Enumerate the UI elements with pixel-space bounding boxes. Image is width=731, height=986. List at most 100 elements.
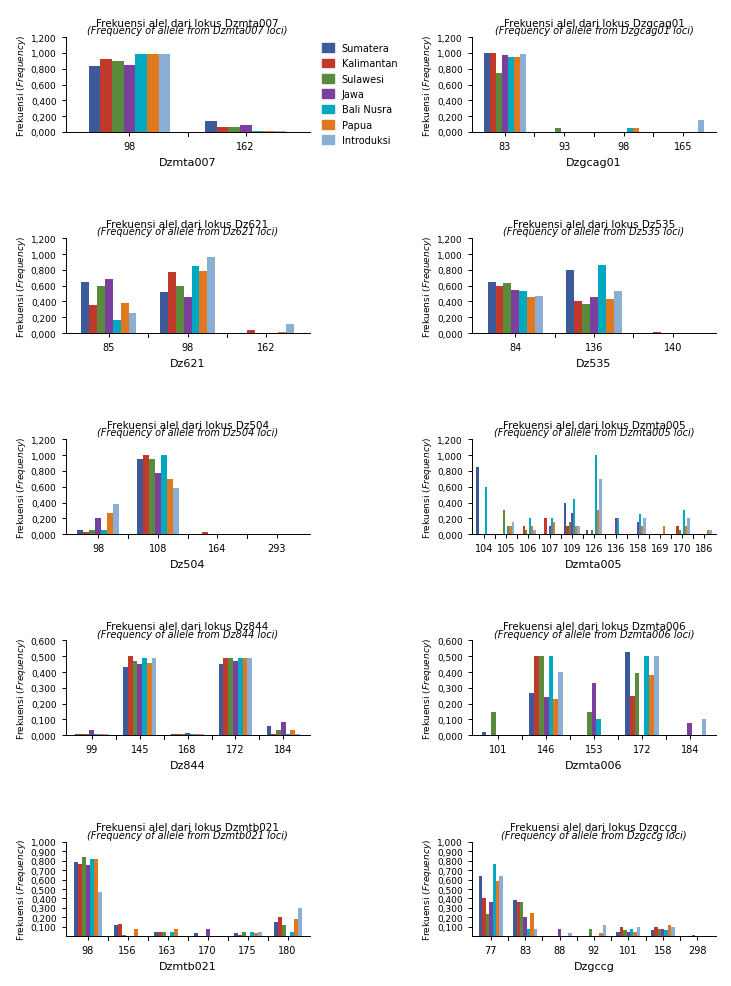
Bar [620, 927, 624, 937]
Bar [152, 659, 156, 736]
Bar [567, 527, 569, 534]
Bar [142, 659, 147, 736]
Bar [216, 128, 228, 133]
Y-axis label: Frekuensi ($\it{Frequency}$): Frekuensi ($\it{Frequency}$) [15, 637, 28, 740]
Bar [249, 932, 254, 937]
Bar [641, 527, 643, 534]
Bar [488, 282, 496, 333]
Bar [75, 734, 80, 736]
Bar [80, 734, 85, 736]
Bar [573, 499, 575, 534]
Y-axis label: Frekuensi ($\it{Frequency}$): Frekuensi ($\it{Frequency}$) [421, 436, 434, 538]
X-axis label: Dz504: Dz504 [170, 559, 205, 569]
Bar [556, 129, 561, 133]
Bar [295, 734, 300, 736]
Text: Frekuensi alel dari lokus Dzmta005: Frekuensi alel dari lokus Dzmta005 [503, 420, 685, 431]
Bar [118, 924, 121, 937]
Bar [137, 459, 143, 534]
Bar [286, 734, 290, 736]
Text: Frekuensi alel dari lokus Dzmtb021: Frekuensi alel dari lokus Dzmtb021 [96, 822, 279, 832]
Bar [208, 257, 215, 333]
Bar [99, 734, 104, 736]
Bar [170, 932, 173, 937]
Y-axis label: Frekuensi ($\it{Frequency}$): Frekuensi ($\it{Frequency}$) [421, 236, 434, 337]
Text: Frekuensi alel dari lokus Dzgcag01: Frekuensi alel dari lokus Dzgcag01 [504, 19, 684, 29]
Bar [86, 866, 90, 937]
Bar [527, 298, 535, 333]
Bar [510, 527, 512, 534]
Bar [496, 881, 499, 937]
Bar [137, 665, 142, 736]
Bar [602, 926, 606, 937]
Bar [687, 723, 692, 736]
Bar [200, 272, 208, 333]
Bar [702, 720, 706, 736]
Bar [568, 934, 572, 937]
Bar [490, 54, 496, 133]
Bar [513, 900, 517, 937]
Bar [263, 131, 275, 133]
Bar [558, 672, 563, 736]
Bar [74, 863, 77, 937]
Bar [493, 864, 496, 937]
Bar [89, 306, 97, 333]
Bar [501, 56, 507, 133]
Bar [278, 918, 281, 937]
Bar [479, 877, 482, 937]
Bar [575, 302, 582, 333]
Bar [707, 530, 709, 534]
Bar [238, 659, 243, 736]
Bar [606, 300, 613, 333]
Bar [128, 657, 132, 736]
Bar [102, 530, 107, 534]
X-axis label: Dz844: Dz844 [170, 760, 205, 770]
Bar [161, 456, 167, 534]
Bar [598, 265, 606, 333]
Bar [626, 129, 632, 133]
Bar [587, 712, 591, 736]
X-axis label: Dzmta005: Dzmta005 [565, 559, 623, 569]
Bar [233, 662, 238, 736]
Text: (Frequency of allele from Dzmta005 loci): (Frequency of allele from Dzmta005 loci) [493, 428, 694, 438]
Bar [294, 919, 298, 937]
Bar [507, 527, 510, 534]
Bar [564, 503, 567, 534]
Text: (Frequency of allele from Dz844 loci): (Frequency of allele from Dz844 loci) [97, 629, 279, 639]
Text: Frekuensi alel dari lokus Dzmta006: Frekuensi alel dari lokus Dzmta006 [503, 621, 685, 631]
Bar [121, 935, 126, 937]
Text: Frekuensi alel dari lokus Dz621: Frekuensi alel dari lokus Dz621 [107, 220, 269, 230]
Legend: Sumatera, Kalimantan, Sulawesi, Jawa, Bali Nusra, Papua, Introduksi: Sumatera, Kalimantan, Sulawesi, Jawa, Ba… [319, 41, 401, 149]
Bar [238, 935, 242, 937]
Bar [205, 929, 210, 937]
Bar [534, 657, 539, 736]
Bar [228, 659, 233, 736]
Bar [90, 859, 94, 937]
Bar [590, 298, 598, 333]
Bar [616, 932, 620, 937]
Bar [202, 532, 208, 534]
Bar [520, 902, 523, 937]
Bar [83, 532, 89, 534]
Bar [582, 305, 590, 333]
Bar [224, 659, 228, 736]
Bar [534, 530, 536, 534]
Bar [107, 514, 113, 534]
Bar [89, 731, 94, 736]
Bar [175, 286, 183, 333]
Bar [496, 286, 504, 333]
Text: (Frequency of allele from Dz504 loci): (Frequency of allele from Dz504 loci) [97, 428, 279, 438]
Bar [100, 60, 112, 133]
Bar [194, 934, 197, 937]
Bar [289, 932, 294, 937]
Bar [491, 712, 496, 736]
Bar [544, 698, 548, 736]
Bar [105, 280, 113, 333]
Bar [162, 932, 166, 937]
Bar [167, 479, 173, 534]
Bar [278, 332, 286, 333]
Y-axis label: Frekuensi ($\it{Frequency}$): Frekuensi ($\it{Frequency}$) [15, 35, 28, 136]
Bar [173, 929, 178, 937]
Bar [132, 662, 137, 736]
Y-axis label: Frekuensi ($\it{Frequency}$): Frekuensi ($\it{Frequency}$) [15, 838, 28, 941]
X-axis label: Dzmtb021: Dzmtb021 [159, 961, 216, 971]
